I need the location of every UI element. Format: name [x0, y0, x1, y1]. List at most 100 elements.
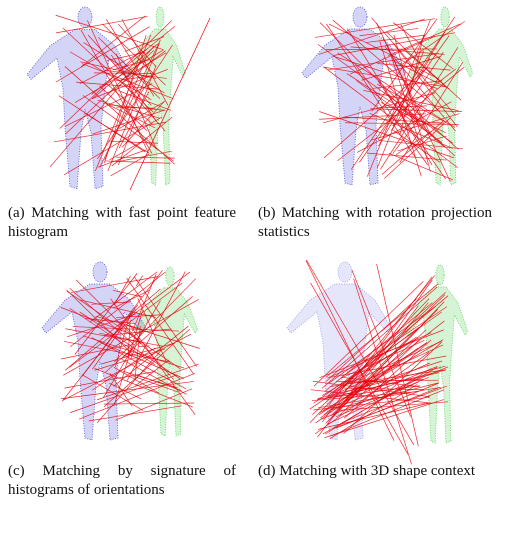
match-line [111, 116, 173, 167]
match-line [137, 297, 167, 362]
head [353, 7, 367, 27]
match-line [135, 275, 143, 287]
match-line [315, 18, 435, 38]
match-line [80, 15, 146, 68]
match-line [133, 276, 197, 367]
match-line [369, 112, 453, 149]
match-line [350, 16, 456, 170]
match-line [104, 160, 171, 164]
match-line [328, 275, 436, 406]
match-line [91, 337, 187, 390]
match-line [117, 271, 191, 327]
match-line [118, 65, 157, 165]
match-line [359, 28, 419, 37]
match-line [327, 381, 419, 425]
match-line [319, 113, 427, 120]
match-line [376, 22, 451, 182]
match-line [311, 391, 418, 401]
caption: (c) Matching by signature of histograms … [8, 463, 236, 498]
match-line [115, 388, 193, 421]
match-line [377, 80, 446, 180]
point-cloud [405, 265, 467, 443]
match-line [310, 389, 432, 404]
match-line [129, 17, 211, 191]
match-line [359, 35, 450, 163]
match-line [381, 120, 444, 175]
head [441, 7, 449, 27]
match-line [324, 399, 444, 438]
match-line [370, 108, 462, 112]
body [42, 284, 146, 440]
point-cloud [287, 262, 391, 440]
match-line [87, 34, 152, 106]
match-line [70, 276, 159, 293]
match-line [388, 152, 454, 181]
match-line [124, 36, 165, 52]
match-line [63, 299, 199, 376]
match-line [105, 296, 193, 373]
match-line [322, 367, 438, 435]
match-line [96, 363, 199, 401]
body [128, 29, 185, 185]
caption: (d) Matching with 3D shape context [258, 463, 476, 479]
match-line [386, 43, 419, 139]
match-line [65, 328, 164, 347]
match-line [81, 374, 144, 411]
match-line [384, 117, 451, 179]
match-line [314, 351, 430, 435]
match-line [306, 259, 415, 446]
match-line [335, 377, 429, 418]
match-line [353, 278, 412, 465]
match-line [321, 366, 449, 420]
match-line [107, 42, 160, 172]
match-line [101, 342, 176, 365]
match-line [70, 271, 166, 348]
match-line [62, 333, 192, 401]
match-line [135, 359, 169, 386]
match-line [87, 20, 149, 154]
match-line [323, 92, 436, 124]
panel-b [265, 0, 505, 200]
match-line [92, 109, 166, 135]
match-line [393, 22, 454, 70]
match-line [113, 275, 131, 306]
match-line [343, 116, 444, 124]
match-line [114, 278, 197, 363]
point-cloud [128, 7, 185, 185]
match-line [80, 29, 153, 154]
match-line [78, 373, 195, 420]
match-line [103, 402, 195, 405]
match-line [55, 14, 164, 51]
match-line [318, 18, 425, 55]
match-line [103, 35, 147, 164]
match-line [126, 277, 195, 375]
head [436, 265, 444, 285]
match-line [351, 269, 411, 417]
match-line [66, 290, 181, 370]
match-line [70, 374, 178, 413]
match-line [82, 95, 174, 162]
match-line [112, 59, 150, 71]
match-line [79, 311, 181, 380]
match-line [346, 73, 426, 125]
caption: (b) Matching with rotation projection st… [258, 205, 492, 240]
match-line [95, 316, 141, 330]
match-line [108, 140, 159, 144]
match-line [107, 83, 153, 125]
match-line [335, 387, 440, 429]
match-line [112, 289, 143, 298]
match-line [109, 373, 133, 407]
match-line [367, 19, 431, 177]
match-line [79, 299, 156, 318]
match-line [327, 332, 432, 379]
match-line [89, 271, 158, 323]
match-line [322, 66, 446, 88]
match-line [319, 329, 444, 379]
match-line [120, 52, 167, 81]
match-line [327, 53, 440, 71]
match-line [309, 298, 430, 423]
match-line [392, 67, 465, 127]
match-line [322, 339, 444, 412]
match-line [76, 81, 160, 90]
caption: (a) Matching with fast point feature his… [8, 205, 236, 240]
